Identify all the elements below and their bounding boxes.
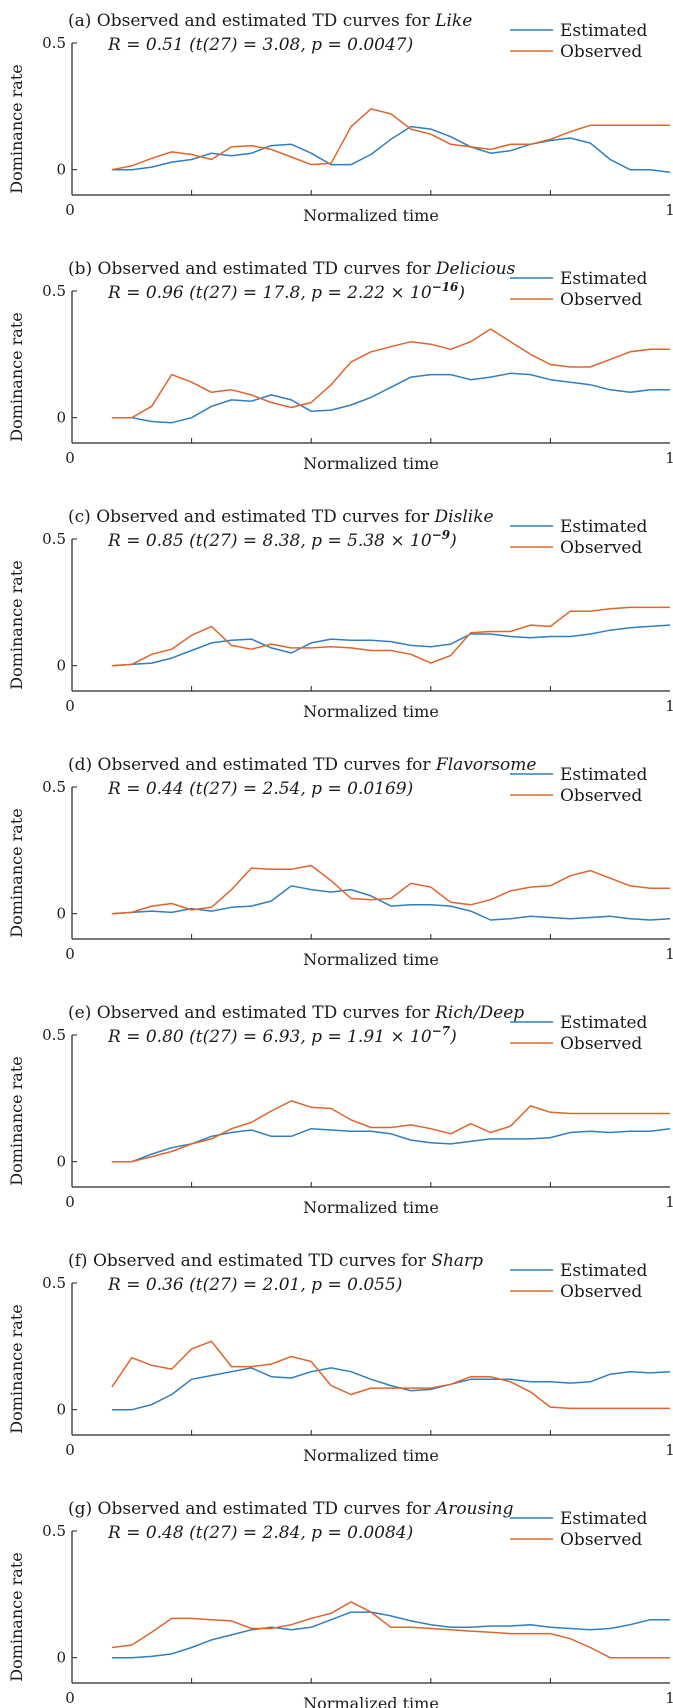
x-tick-label: 0 [65, 1441, 75, 1459]
series-line-estimated [111, 624, 671, 667]
chart-title: (e) Observed and estimated TD curves for… [68, 1003, 524, 1023]
series-line-observed [111, 328, 670, 419]
series-line-observed [111, 1100, 670, 1163]
legend-label-observed: Observed [560, 1530, 642, 1550]
chart-title: (d) Observed and estimated TD curves for… [68, 755, 536, 775]
x-tick-label: 0 [65, 945, 75, 963]
stat-annotation: R = 0.96 (t(27) = 17.8, p = 2.22 × 10−16… [107, 280, 465, 303]
legend-label-estimated: Estimated [560, 517, 648, 537]
stat-annotation: R = 0.51 (t(27) = 3.08, p = 0.0047) [107, 35, 413, 55]
x-axis-label: Normalized time [303, 1198, 439, 1217]
x-tick-label: 1 [665, 449, 673, 467]
series-line-estimated [111, 1127, 671, 1163]
x-axis-label: Normalized time [303, 702, 439, 721]
y-axis-label: Dominance rate [7, 312, 26, 442]
y-tick-label: 0.5 [42, 1026, 66, 1044]
chart-panel-1: (a) Observed and estimated TD curves for… [7, 11, 673, 225]
legend-label-observed: Observed [560, 786, 642, 806]
series-line-observed [111, 864, 670, 915]
stat-annotation: R = 0.36 (t(27) = 2.01, p = 0.055) [107, 1275, 402, 1295]
series-line-estimated [111, 372, 670, 424]
y-axis-label: Dominance rate [7, 808, 26, 938]
y-tick-label: 0 [56, 1401, 66, 1419]
y-tick-label: 0.5 [42, 1274, 66, 1292]
y-axis-label: Dominance rate [7, 1056, 26, 1186]
y-tick-label: 0 [56, 657, 66, 675]
x-tick-label: 0 [65, 449, 75, 467]
series-line-estimated [111, 1367, 671, 1411]
series-line-estimated [111, 125, 671, 173]
chart-panel-3: (c) Observed and estimated TD curves for… [7, 507, 673, 721]
legend-label-estimated: Estimated [560, 1261, 648, 1281]
legend-label-estimated: Estimated [560, 1013, 648, 1033]
y-axis-label: Dominance rate [7, 560, 26, 690]
chart-title: (f) Observed and estimated TD curves for… [68, 1251, 483, 1271]
chart-panel-2: (b) Observed and estimated TD curves for… [7, 259, 673, 473]
series-line-estimated [111, 885, 671, 921]
x-axis-label: Normalized time [303, 1694, 439, 1708]
y-tick-label: 0.5 [42, 1522, 66, 1540]
legend-label-observed: Observed [560, 1034, 642, 1054]
x-tick-label: 1 [665, 201, 673, 219]
stat-annotation: R = 0.48 (t(27) = 2.84, p = 0.0084) [107, 1523, 413, 1543]
legend-label-observed: Observed [560, 290, 642, 310]
x-axis-label: Normalized time [303, 206, 439, 225]
chart-title: (g) Observed and estimated TD curves for… [68, 1499, 514, 1519]
y-tick-label: 0 [56, 161, 66, 179]
chart-title: (c) Observed and estimated TD curves for… [68, 507, 494, 527]
series-line-observed [111, 1340, 670, 1410]
x-tick-label: 1 [665, 1193, 673, 1211]
y-tick-label: 0.5 [42, 282, 66, 300]
y-axis-label: Dominance rate [7, 1304, 26, 1434]
y-tick-label: 0 [56, 409, 66, 427]
stat-annotation: R = 0.85 (t(27) = 8.38, p = 5.38 × 10−9) [107, 528, 457, 551]
x-tick-label: 0 [65, 201, 75, 219]
stat-annotation: R = 0.80 (t(27) = 6.93, p = 1.91 × 10−7) [107, 1024, 457, 1047]
y-tick-label: 0 [56, 1649, 66, 1667]
series-line-observed [111, 108, 670, 171]
legend-label-estimated: Estimated [560, 21, 648, 41]
x-tick-label: 1 [665, 697, 673, 715]
chart-panel-7: (g) Observed and estimated TD curves for… [7, 1499, 673, 1708]
y-tick-label: 0.5 [42, 530, 66, 548]
series-line-observed [111, 606, 670, 667]
x-tick-label: 1 [665, 945, 673, 963]
chart-panel-5: (e) Observed and estimated TD curves for… [7, 1003, 673, 1217]
legend-label-estimated: Estimated [560, 269, 648, 289]
y-tick-label: 0 [56, 905, 66, 923]
y-axis-label: Dominance rate [7, 1552, 26, 1682]
stat-annotation: R = 0.44 (t(27) = 2.54, p = 0.0169) [107, 779, 413, 799]
x-tick-label: 0 [65, 697, 75, 715]
legend-label-observed: Observed [560, 538, 642, 558]
x-axis-label: Normalized time [303, 950, 439, 969]
legend-label-observed: Observed [560, 42, 642, 62]
x-tick-label: 0 [65, 1193, 75, 1211]
series-line-estimated [111, 1611, 670, 1659]
legend-label-estimated: Estimated [560, 765, 648, 785]
x-tick-label: 1 [665, 1689, 673, 1707]
legend-label-observed: Observed [560, 1282, 642, 1302]
y-tick-label: 0 [56, 1153, 66, 1171]
x-tick-label: 1 [665, 1441, 673, 1459]
chart-title: (b) Observed and estimated TD curves for… [68, 259, 516, 279]
x-tick-label: 0 [65, 1689, 75, 1707]
x-axis-label: Normalized time [303, 1446, 439, 1465]
x-axis-label: Normalized time [303, 454, 439, 473]
chart-panel-4: (d) Observed and estimated TD curves for… [7, 755, 673, 969]
chart-panel-6: (f) Observed and estimated TD curves for… [7, 1251, 673, 1465]
legend-label-estimated: Estimated [560, 1509, 648, 1529]
y-tick-label: 0.5 [42, 34, 66, 52]
series-line-observed [111, 1601, 670, 1659]
y-tick-label: 0.5 [42, 778, 66, 796]
chart-title: (a) Observed and estimated TD curves for… [68, 11, 472, 31]
y-axis-label: Dominance rate [7, 64, 26, 194]
